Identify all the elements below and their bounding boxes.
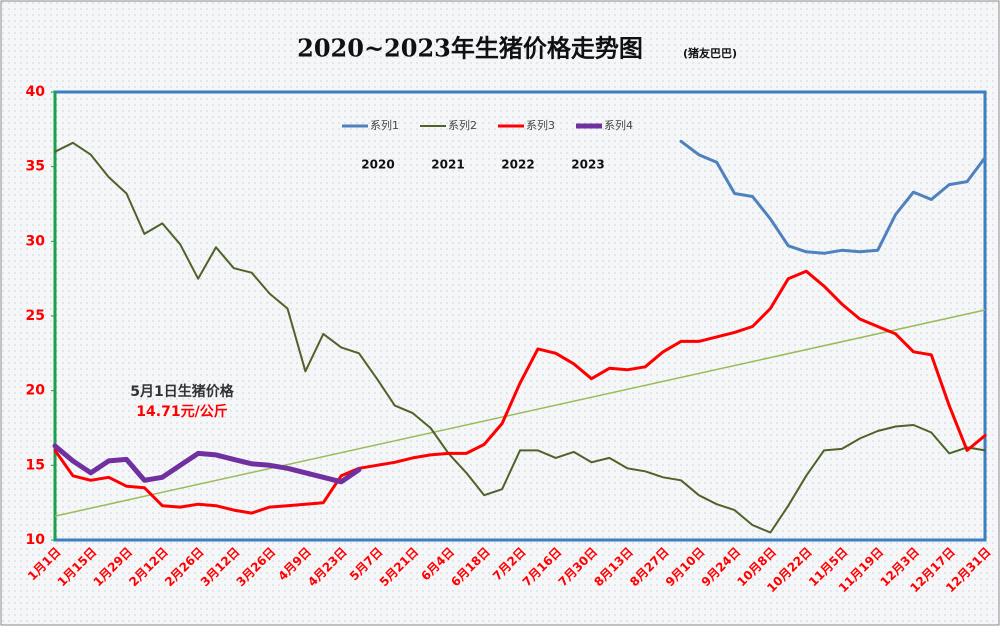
y-tick-label: 25 <box>26 308 45 324</box>
series-line <box>54 141 986 534</box>
legend-label: 系列2 <box>448 118 477 132</box>
y-tick-label: 15 <box>26 457 45 473</box>
legend-label: 系列4 <box>604 118 633 132</box>
annotation-title: 5月1日生猪价格 <box>130 383 234 400</box>
series-line <box>53 269 987 515</box>
annotation-value: 14.71元/公斤 <box>136 403 227 420</box>
year-label: 2023 <box>571 158 604 172</box>
chart-title: 2020~2023年生猪价格走势图 <box>297 34 643 63</box>
y-tick-label: 35 <box>26 159 45 175</box>
year-label: 2020 <box>361 158 394 172</box>
legend-label: 系列1 <box>370 118 399 132</box>
series-line <box>52 443 362 485</box>
year-label: 2022 <box>501 158 534 172</box>
chart-subtitle: (猪友巴巴) <box>683 46 737 60</box>
legend-label: 系列3 <box>526 118 555 132</box>
y-tick-label: 30 <box>26 233 46 249</box>
year-label: 2021 <box>431 158 464 172</box>
y-tick-label: 10 <box>26 532 46 548</box>
trendline <box>54 309 986 517</box>
series-line <box>679 139 987 255</box>
y-tick-label: 40 <box>26 84 46 100</box>
y-tick-label: 20 <box>26 383 46 399</box>
